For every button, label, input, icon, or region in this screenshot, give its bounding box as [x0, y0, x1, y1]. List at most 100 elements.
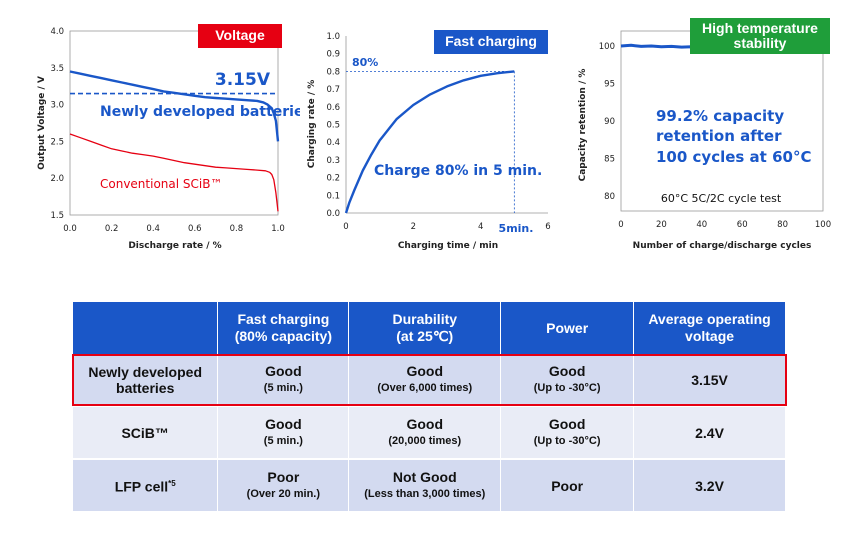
x-tick-label: 40: [696, 220, 707, 230]
capacity-ticks: 0 20 40 60 80 100 80 85 90 95 100: [599, 42, 831, 230]
power-value: Good: [548, 416, 586, 432]
y-tick-label: 90: [604, 117, 615, 127]
x-tick-label: 0.6: [188, 224, 202, 234]
charging-ylabel: Charging rate / %: [307, 80, 317, 169]
y-tick-label: 80: [604, 192, 615, 202]
fast-detail: (5 min.): [263, 382, 303, 394]
fast-detail: (Over 20 min.): [246, 488, 321, 500]
fast-charging-chart: 0 2 4 6 0.0 0.1 0.2 0.3 0.4 0.5 0.6 0.7 0.8 0.9 1.0 Ch…: [307, 32, 551, 251]
table-row: SCiB™ Good (5 min.) Good (20,000 times) Go…: [73, 407, 786, 458]
y-tick-label: 0.8: [326, 67, 340, 77]
charging-ticks: 0 2 4 6 0.0 0.1 0.2 0.3 0.4 0.5 0.6 0.7 0.8 0.9 1.0: [326, 32, 550, 232]
series-line: [69, 70, 280, 142]
y-tick-label: 100: [599, 42, 615, 52]
y-tick-label: 1.5: [50, 211, 64, 221]
y-tick-label: 0.6: [326, 103, 340, 113]
footnote-mark: *5: [168, 479, 176, 489]
y-tick-label: 0.7: [326, 85, 340, 95]
fast-value: Good: [265, 363, 302, 379]
y-tick-label: 0.4: [326, 138, 340, 148]
capacity-annotation-line-3: 100 cycles at 60°C: [656, 148, 811, 166]
charging-annotation: Charge 80% in 5 min.: [374, 163, 542, 179]
row-name-text: LFP cell: [114, 478, 169, 495]
x-tick-label: 60: [737, 220, 748, 230]
row-voltage: 3.15V: [633, 354, 786, 405]
voltage-axes: [69, 30, 279, 216]
y-tick-label: 1.0: [326, 32, 340, 42]
series-line: [344, 70, 515, 214]
row-name: LFP cell*5: [73, 460, 219, 511]
marker-y-label: 80%: [352, 56, 378, 69]
row-voltage: 3.2V: [633, 460, 786, 511]
table-row: LFP cell*5 Poor (Over 20 min.) Not Good (L…: [73, 460, 786, 511]
voltage-ticks: 0.0 0.2 0.4 0.6 0.8 1.0 1.5 2.0 2.5 3.0 3.5 4.0: [50, 27, 284, 234]
row-power: Good (Up to -30°C): [500, 407, 635, 458]
fast-detail: (5 min.): [263, 435, 303, 447]
header-voltage: Average operating voltage: [633, 302, 786, 354]
voltage-chart: 0.0 0.2 0.4 0.6 0.8 1.0 1.5 2.0 2.5 3.0 3.5 4.0 Dis…: [37, 27, 300, 251]
row-voltage: 2.4V: [633, 407, 786, 458]
voltage-xlabel: Discharge rate / %: [128, 241, 221, 251]
capacity-annotation-line-1: 99.2% capacity: [656, 107, 784, 125]
capacity-annotation-line-2: retention after: [656, 127, 782, 145]
x-tick-label: 0: [343, 222, 348, 232]
series-line: [69, 133, 279, 212]
durability-value: Good: [406, 416, 444, 432]
table-header-row: Fast charging (80% capacity) Durability (a…: [73, 302, 786, 354]
y-tick-label: 2.5: [50, 137, 64, 147]
y-tick-label: 3.0: [50, 101, 64, 111]
durability-detail: (Over 6,000 times): [377, 382, 473, 394]
voltage-ylabel: Output Voltage / V: [37, 76, 47, 170]
x-tick-label: 0.4: [146, 224, 160, 234]
x-tick-label: 4: [478, 222, 483, 232]
y-tick-label: 0.1: [326, 191, 340, 201]
power-detail: (Up to -30°C): [533, 382, 601, 394]
comparison-table: Fast charging (80% capacity) Durability (a…: [73, 302, 786, 511]
y-tick-label: 3.5: [50, 64, 64, 74]
reference-line-label: 3.15V: [215, 70, 271, 90]
header-durability: Durability (at 25℃): [348, 302, 502, 354]
row-fast-charging: Good (5 min.): [217, 407, 350, 458]
x-tick-label: 6: [545, 222, 550, 232]
row-durability: Good (Over 6,000 times): [348, 354, 502, 405]
cycle-test-note: 60°C 5C/2C cycle test: [661, 192, 782, 205]
voltage-badge: Voltage: [198, 24, 282, 48]
capacity-xlabel: Number of charge/discharge cycles: [633, 241, 812, 251]
x-tick-label: 0: [618, 220, 623, 230]
x-tick-label: 2: [411, 222, 416, 232]
row-name: SCiB™: [73, 407, 219, 458]
x-tick-label: 1.0: [271, 224, 285, 234]
row-name: Newly developed batteries: [73, 354, 219, 405]
header-fast-charging: Fast charging (80% capacity): [217, 302, 350, 354]
x-tick-label: 100: [815, 220, 831, 230]
capacity-ylabel: Capacity retention / %: [578, 69, 588, 182]
x-tick-label: 80: [777, 220, 788, 230]
high-temperature-badge: High temperature stability: [690, 18, 830, 54]
y-tick-label: 85: [604, 155, 615, 165]
charging-xlabel: Charging time / min: [398, 241, 498, 251]
y-tick-label: 0.2: [326, 174, 340, 184]
row-fast-charging: Poor (Over 20 min.): [217, 460, 350, 511]
header-power: Power: [500, 302, 635, 354]
series-label-conventional: Conventional SCiB™: [100, 177, 222, 191]
marker-x-label: 5min.: [499, 222, 534, 235]
plot-frame: [69, 30, 279, 216]
x-tick-label: 20: [656, 220, 667, 230]
series-label-new: Newly developed batteries: [100, 104, 300, 120]
durability-detail: (Less than 3,000 times): [364, 488, 486, 500]
fast-charging-badge: Fast charging: [434, 30, 548, 54]
row-power: Good (Up to -30°C): [500, 354, 635, 405]
y-tick-label: 0.9: [326, 50, 340, 60]
y-tick-label: 2.0: [50, 174, 64, 184]
x-tick-label: 0.8: [230, 224, 244, 234]
y-tick-label: 95: [604, 80, 615, 90]
fast-value: Poor: [267, 469, 300, 485]
durability-detail: (20,000 times): [388, 435, 462, 447]
row-fast-charging: Good (5 min.): [217, 354, 350, 405]
row-gap: [73, 405, 786, 407]
power-detail: (Up to -30°C): [533, 435, 601, 447]
row-power: Poor: [500, 460, 635, 511]
header-cell-blank: [73, 302, 219, 354]
high-temperature-chart: 0 20 40 60 80 100 80 85 90 95 100 Number of charge…: [578, 30, 831, 251]
table-row: Newly developed batteries Good (5 min.) G…: [73, 354, 786, 405]
